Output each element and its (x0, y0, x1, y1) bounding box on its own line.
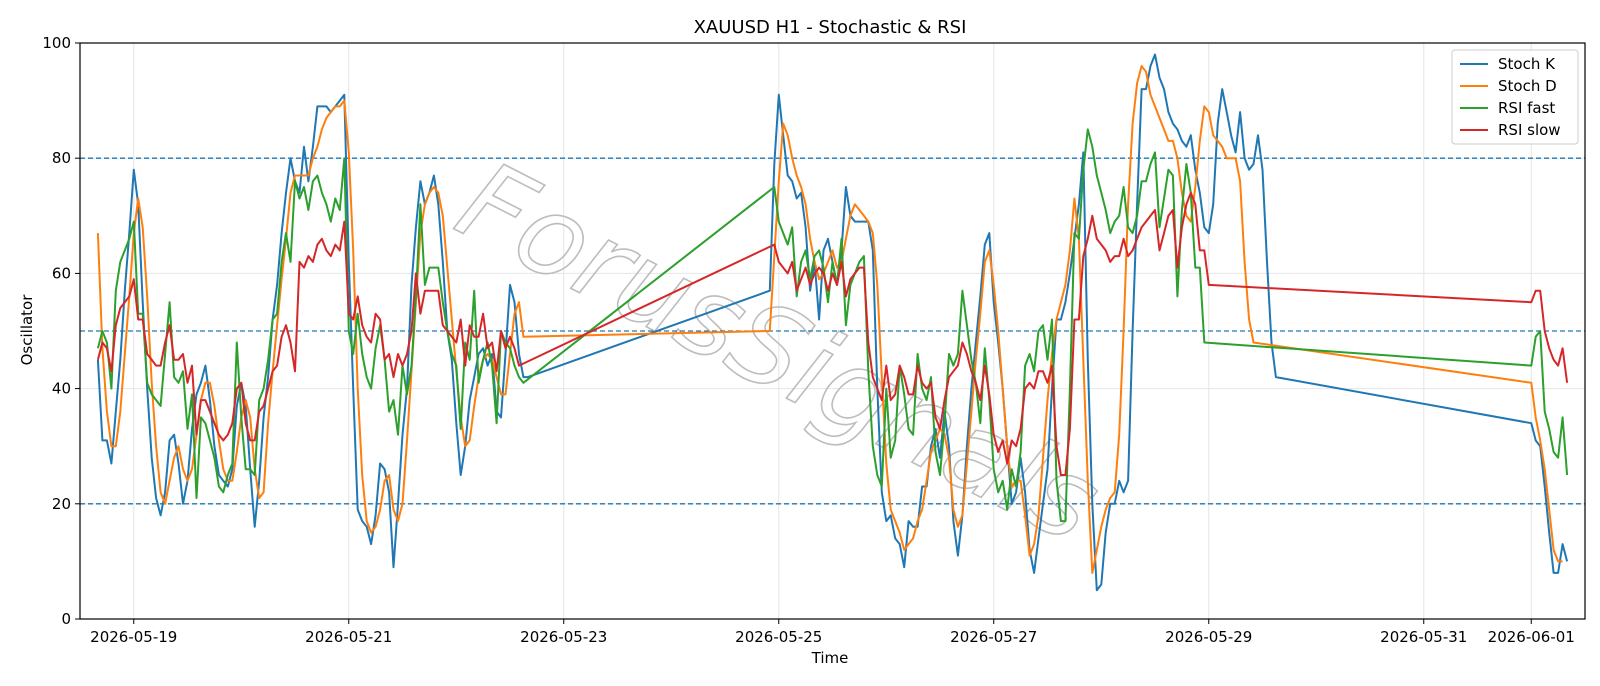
series-lines (96, 53, 1569, 592)
y-tick-label: 0 (61, 610, 71, 628)
series-line-stoch-k (96, 53, 1569, 592)
legend-box (1451, 49, 1579, 145)
y-tick-label: 100 (42, 34, 71, 52)
y-tick-label: 60 (52, 264, 71, 282)
y-axis-ticks: 0 20 40 60 80 100 (42, 34, 80, 628)
x-tick-label: 2026-05-19 (90, 628, 177, 646)
x-tick-label: 2026-05-31 (1380, 628, 1467, 646)
chart-title: XAUUSD H1 - Stochastic & RSI (694, 17, 967, 38)
y-tick-label: 80 (52, 149, 71, 167)
series-line-rsi-slow (96, 191, 1569, 476)
legend-label: RSI fast (1498, 99, 1555, 117)
legend: Stoch K Stoch D RSI fast RSI slow (1451, 49, 1579, 145)
reference-lines (80, 157, 1585, 505)
legend-label: Stoch D (1498, 77, 1557, 95)
x-tick-label: 2026-05-25 (735, 628, 822, 646)
legend-label: RSI slow (1498, 121, 1561, 139)
x-tick-label: 2026-05-23 (520, 628, 607, 646)
y-tick-label: 40 (52, 380, 71, 398)
y-axis-label: Oscillator (18, 294, 36, 366)
legend-label: Stoch K (1498, 55, 1556, 73)
series-line-stoch-d (96, 65, 1563, 574)
x-tick-label: 2026-05-29 (1165, 628, 1252, 646)
plot-frame (79, 42, 1586, 620)
x-tick-label: 2026-06-01 (1488, 628, 1575, 646)
series-line-rsi-fast (96, 128, 1569, 523)
y-tick-label: 20 (52, 495, 71, 513)
x-tick-label: 2026-05-27 (950, 628, 1037, 646)
x-axis-ticks: 2026-05-19 2026-05-21 2026-05-23 2026-05-25… (90, 619, 1575, 646)
x-tick-label: 2026-05-21 (305, 628, 392, 646)
x-axis-label: Time (811, 649, 849, 667)
